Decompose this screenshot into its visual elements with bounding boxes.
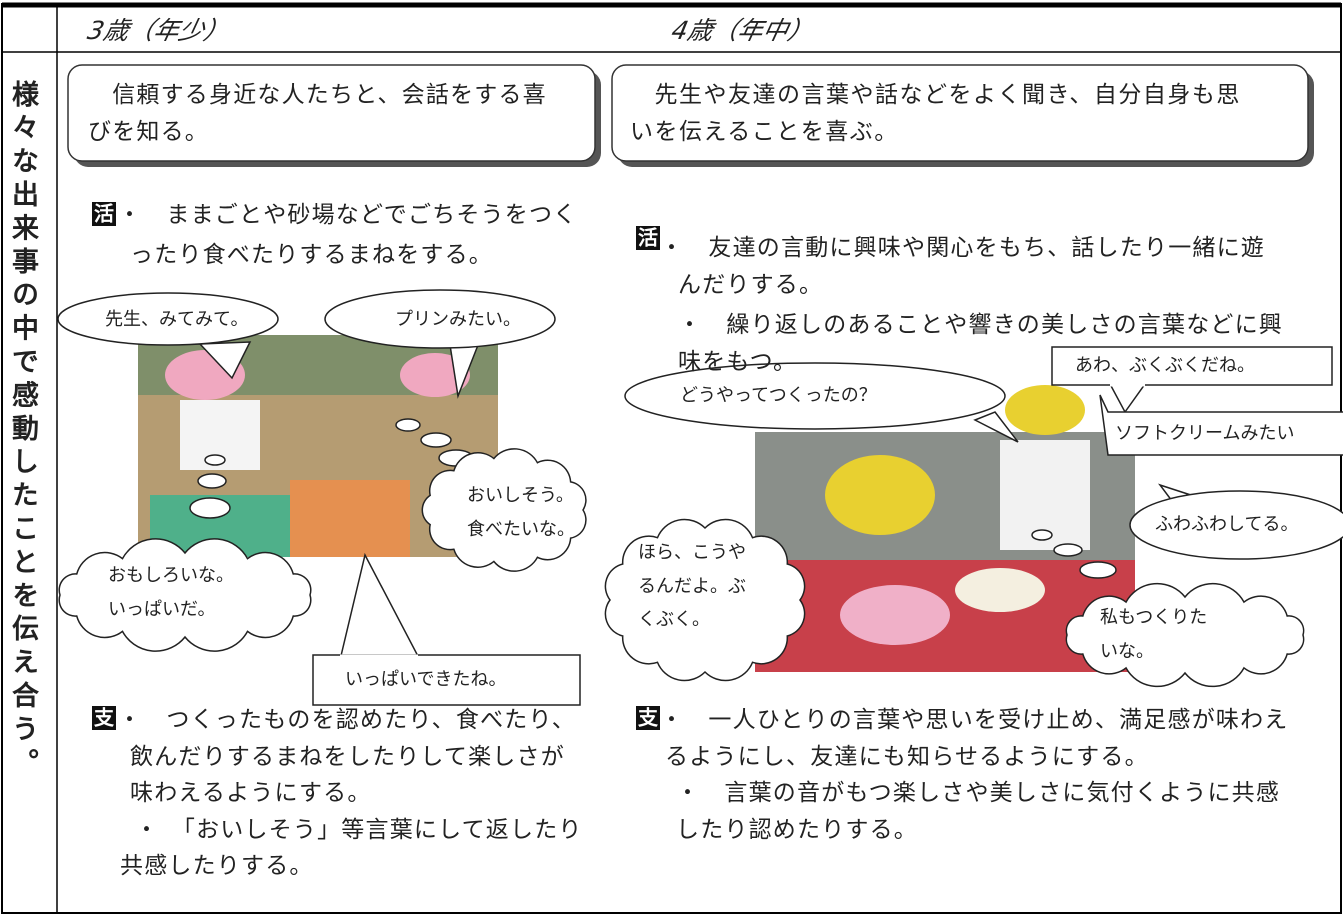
column-header: 3歳（年少）: [84, 15, 232, 45]
cloud: [58, 538, 312, 652]
thought-dot: [420, 432, 452, 448]
support: ・ 一人ひとりの言葉や思いを受け止め、満足感が味わえ: [660, 706, 1289, 733]
activity: ・ 繰り返しのあることや響きの美しさの言葉などに興: [678, 311, 1283, 338]
bubble-text: ほら、こうや: [638, 542, 746, 563]
bubble-text: あわ、ぶくぶくだね。: [1075, 355, 1255, 376]
bubble-tail: [973, 411, 1019, 443]
support: るようにし、友達にも知らせるようにする。: [665, 743, 1149, 770]
support: 味わえるようにする。: [130, 779, 372, 806]
photo: [840, 585, 950, 645]
support: 共感したりする。: [120, 852, 314, 879]
bubble-text: ふわふわしてる。: [1155, 514, 1299, 535]
marker-box: [92, 202, 116, 226]
aim: 信頼する身近な人たちと、会話をする喜: [88, 81, 547, 108]
photo: [825, 455, 935, 535]
bubble-text: 食べたいな。: [467, 519, 575, 540]
bubble-text: くぶく。: [638, 609, 710, 630]
bubbles: [57, 289, 1343, 706]
bubble-text: プリンみたい。: [395, 309, 521, 330]
icons: 活活支支: [92, 202, 660, 730]
marker: 活: [94, 202, 114, 226]
activity: ・ ままごとや砂場などでごちそうをつく: [118, 201, 578, 228]
marker-box: [636, 706, 660, 730]
bubble-text: 先生、みてみて。: [105, 309, 249, 330]
thought-dot: [1031, 529, 1053, 541]
thought-dot: [204, 454, 226, 466]
support: ・ 「おいしそう」等言葉にして返したり: [135, 816, 583, 843]
bubble-tail: [198, 341, 252, 380]
marker: 支: [638, 706, 659, 730]
aim-box: [611, 64, 1309, 162]
bubble-text: おもしろいな。: [108, 565, 234, 586]
photo: [955, 568, 1045, 612]
side-label: 様々な出来事の中で感動したことを伝え合う。: [7, 80, 38, 782]
activity: ・ 友達の言動に興味や関心をもち、話したり一緒に遊: [660, 234, 1265, 261]
marker-box: [92, 706, 116, 730]
speech-bubble: [624, 362, 1006, 430]
thought-dot: [197, 473, 227, 489]
marker-box: [636, 226, 660, 250]
support: ・ 言葉の音がもつ楽しさや美しさに気付くように共感: [676, 779, 1281, 806]
bubble-text: ソフトクリームみたい: [1115, 423, 1295, 444]
bubble-text: 私もつくりた: [1100, 607, 1208, 628]
activity: 味をもつ。: [678, 348, 798, 375]
bubble-text: おいしそう。: [467, 485, 574, 506]
thought-dot: [1053, 543, 1083, 557]
column-header: 4歳（年中）: [668, 15, 816, 45]
thought-dot: [395, 418, 421, 432]
speech-box: [312, 654, 581, 706]
aim: びを知る。: [88, 118, 209, 145]
bubble-text: どうやってつくったの？: [680, 385, 877, 406]
support: ・ つくったものを認めたり、食べたり、: [118, 706, 576, 733]
photo: [290, 480, 410, 557]
aim: 先生や友達の言葉や話などをよく聞き、自分自身も思: [630, 81, 1241, 108]
aim-box: [67, 64, 596, 162]
activity: ったり食べたりするまねをする。: [130, 241, 493, 268]
support: したり認めたりする。: [676, 816, 918, 843]
bubble-text: るんだよ。ぶ: [638, 576, 746, 597]
activity: んだりする。: [678, 271, 824, 298]
bubble-tail: [1108, 383, 1147, 414]
speech-box: [1051, 346, 1333, 386]
bubble-text: いな。: [1100, 641, 1154, 662]
speech-bubble: [324, 289, 556, 349]
thought-dot: [1079, 561, 1117, 579]
marker: 活: [638, 226, 658, 250]
photo: [1005, 385, 1085, 435]
speech-bubble: [57, 292, 279, 346]
cloud: [421, 448, 587, 572]
bubble-tail: [339, 552, 422, 661]
thought-dot: [189, 497, 231, 519]
bubble-text: いっぱいできたね。: [345, 669, 507, 690]
cloud: [604, 518, 806, 682]
marker: 支: [94, 706, 115, 730]
aim: いを伝えることを喜ぶ。: [630, 118, 899, 145]
cloud: [1065, 582, 1305, 688]
support: 飲んだりするまねをしたりして楽しさが: [130, 743, 565, 770]
bubble-text: いっぱいだ。: [108, 599, 216, 620]
speech-bubble: [1129, 490, 1343, 560]
speech-box: [1099, 394, 1343, 456]
